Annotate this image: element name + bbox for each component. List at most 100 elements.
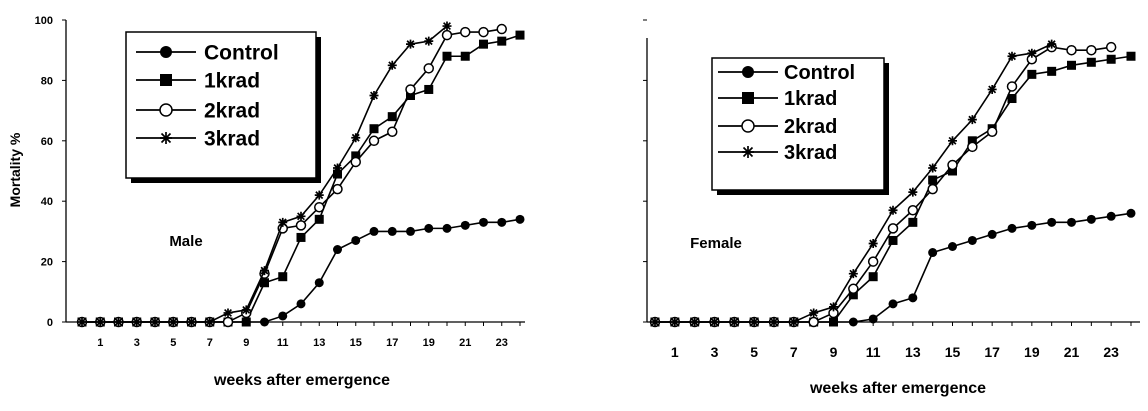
data-point: [1106, 211, 1116, 221]
data-point: [908, 217, 918, 227]
data-point: [424, 84, 434, 94]
data-point: [333, 169, 342, 179]
data-point: [351, 133, 361, 143]
x-tick-label: 5: [750, 344, 758, 360]
x-tick-label: 13: [313, 337, 325, 349]
data-point: [132, 317, 142, 327]
data-point: [1086, 44, 1097, 56]
legend-label: 3krad: [204, 128, 260, 151]
data-point: [479, 39, 488, 49]
legend-box: [125, 31, 317, 179]
data-point: [114, 317, 123, 327]
data-point: [986, 126, 998, 137]
data-point: [1007, 94, 1017, 104]
data-point: [868, 314, 878, 324]
data-point: [369, 91, 379, 100]
x-tick-label: 21: [1064, 344, 1080, 360]
data-point: [387, 226, 397, 236]
data-point: [967, 136, 977, 146]
data-point: [650, 317, 660, 327]
data-point: [405, 84, 416, 95]
data-point: [987, 229, 997, 239]
y-axis-label: Mortality %: [7, 132, 23, 207]
data-point: [947, 159, 958, 171]
data-point: [888, 205, 898, 215]
data-point: [868, 238, 878, 248]
data-point: [260, 266, 269, 276]
data-point: [710, 317, 719, 327]
data-point: [333, 245, 342, 255]
x-tick-label: 23: [496, 337, 508, 349]
x-tick-label: 21: [459, 337, 471, 349]
data-point: [887, 223, 899, 234]
data-point: [296, 211, 306, 221]
data-point: [368, 135, 380, 147]
data-point: [278, 311, 288, 321]
data-point: [1047, 217, 1057, 227]
data-point: [314, 190, 324, 200]
data-point: [442, 21, 452, 31]
data-point: [351, 151, 361, 161]
data-point: [150, 317, 160, 327]
legend: Control 1krad 2krad 3krad: [125, 31, 321, 183]
x-tick-label: 3: [711, 344, 719, 360]
data-point: [848, 290, 858, 300]
x-tick-label: 19: [423, 337, 435, 349]
data-point: [406, 39, 415, 49]
data-point: [314, 201, 325, 213]
data-point: [387, 60, 397, 70]
data-point: [460, 51, 470, 61]
legend-label: 2krad: [784, 116, 837, 138]
x-tick-label: 13: [905, 344, 921, 360]
legend-marker: [741, 119, 755, 133]
data-point: [460, 220, 470, 230]
data-point: [77, 317, 87, 327]
y-tick-label: 60: [41, 136, 53, 148]
data-point: [1086, 57, 1096, 67]
data-point: [406, 226, 415, 236]
data-point: [441, 29, 453, 41]
data-point: [928, 163, 938, 173]
legend-label: Control: [784, 62, 855, 84]
data-point: [223, 308, 233, 318]
data-point: [314, 214, 324, 224]
legend-box: [711, 57, 885, 191]
data-point: [729, 317, 739, 327]
data-point: [350, 156, 361, 168]
data-point: [928, 175, 938, 185]
data-point: [927, 183, 938, 195]
data-point: [1007, 51, 1017, 61]
legend-marker: [160, 74, 172, 86]
data-point: [1105, 41, 1117, 53]
series-3krad: [650, 39, 1057, 327]
data-point: [241, 305, 251, 315]
data-point: [1106, 54, 1116, 64]
x-tick-label: 17: [984, 344, 1000, 360]
data-point: [168, 317, 178, 327]
y-tick-label: 20: [41, 257, 53, 269]
data-point: [496, 23, 507, 35]
x-tick-label: 3: [134, 337, 140, 349]
data-point: [749, 317, 759, 327]
data-point: [95, 317, 105, 327]
x-tick-label: 11: [277, 337, 289, 349]
data-point: [848, 317, 858, 327]
x-tick-label: 11: [866, 344, 881, 360]
x-tick-label: 17: [386, 337, 398, 349]
data-point: [424, 36, 434, 46]
data-point: [948, 136, 957, 146]
data-point: [1126, 51, 1136, 61]
data-point: [888, 235, 898, 245]
x-tick-label: 15: [350, 337, 362, 349]
data-point: [1007, 223, 1017, 233]
data-point: [948, 242, 957, 251]
data-point: [260, 278, 269, 288]
data-point: [423, 63, 434, 74]
data-point: [260, 317, 269, 327]
data-point: [424, 223, 434, 233]
data-point: [888, 299, 898, 309]
x-tick-label: 1: [671, 344, 679, 360]
